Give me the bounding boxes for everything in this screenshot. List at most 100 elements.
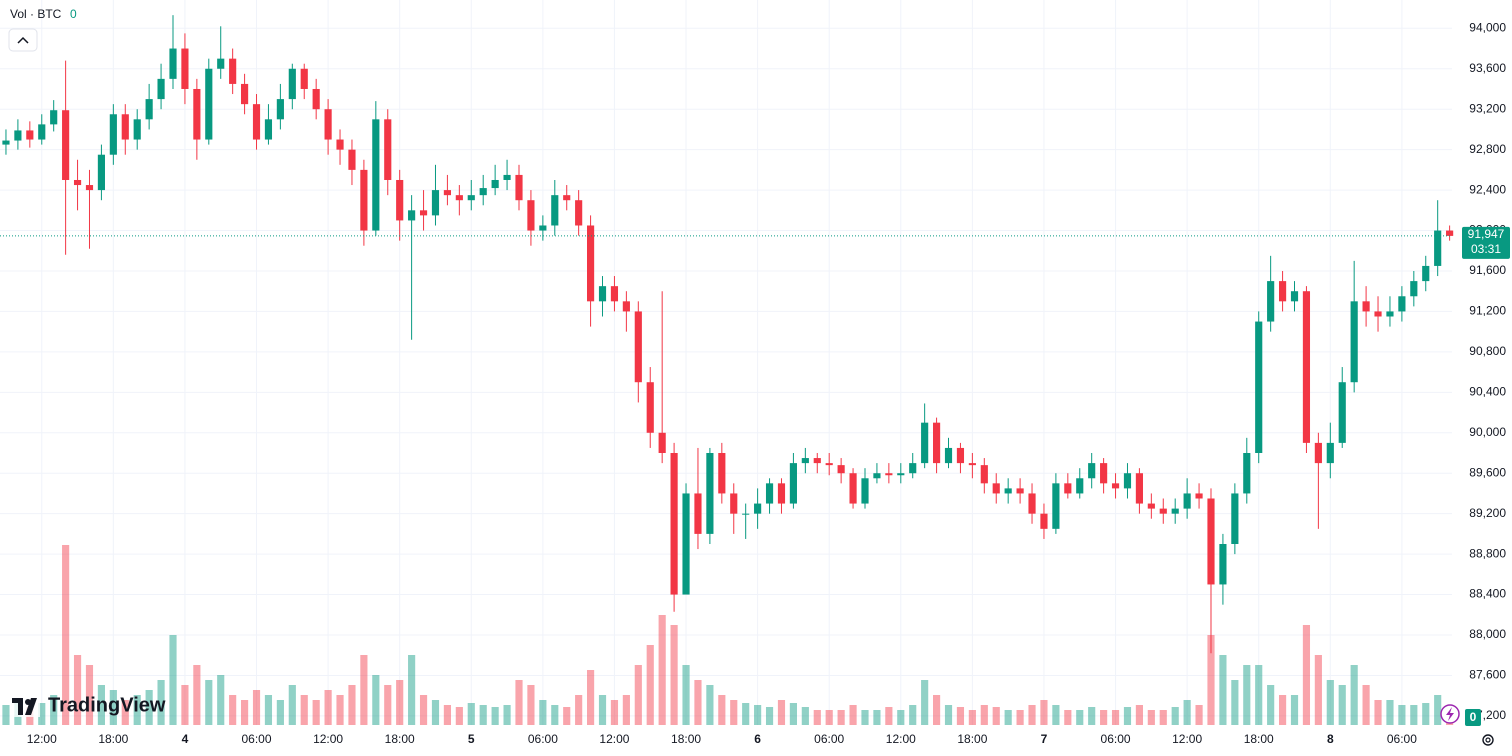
volume-bar <box>1183 700 1191 725</box>
candle-body <box>1076 478 1084 494</box>
candle-body <box>909 463 917 474</box>
volume-bar <box>610 700 619 725</box>
candle-body <box>813 458 821 464</box>
volume-bar <box>1374 700 1382 725</box>
y-tick-label: 90,000 <box>1469 425 1506 439</box>
volume-bar <box>73 655 82 725</box>
candle-body <box>157 78 165 100</box>
x-tick-label: 12:00 <box>599 732 629 746</box>
candle-body <box>1434 230 1442 266</box>
volume-bar <box>384 685 392 725</box>
x-tick-label: 06:00 <box>528 732 558 746</box>
volume-bar <box>730 700 738 725</box>
volume-bar <box>598 695 607 725</box>
candle-body <box>1040 513 1048 529</box>
legend-indicator: Vol · BTC <box>10 7 62 21</box>
volume-bar <box>1302 625 1311 725</box>
volume-bar <box>455 707 463 725</box>
candle-body <box>396 179 404 221</box>
candle-body <box>539 225 547 231</box>
candle-body <box>408 210 416 221</box>
volume-bar <box>1123 707 1132 725</box>
volume-bar <box>1434 695 1442 725</box>
candle-body <box>1123 473 1132 489</box>
settings-button[interactable] <box>1482 734 1494 746</box>
candle-body <box>730 493 738 514</box>
candle-body <box>718 452 726 494</box>
y-tick-label: 92,800 <box>1469 142 1506 156</box>
x-tick-label: 18:00 <box>1244 732 1274 746</box>
volume-bar <box>1171 707 1179 725</box>
volume-bar <box>443 705 451 725</box>
candle-body <box>1231 493 1239 545</box>
volume-bar <box>109 690 117 725</box>
candle-body <box>1159 508 1167 514</box>
volume-bar <box>885 707 893 725</box>
candle-body <box>1243 452 1251 494</box>
volume-bar <box>360 655 368 725</box>
y-tick-label: 87,600 <box>1469 668 1506 682</box>
candle-body <box>789 463 797 504</box>
volume-bar <box>634 665 642 725</box>
volume-bar <box>1243 665 1251 725</box>
candle-body <box>1135 473 1143 504</box>
collapse-button[interactable] <box>8 28 38 52</box>
volume-bar <box>217 675 225 725</box>
y-tick-label: 88,400 <box>1469 587 1506 601</box>
volume-bar <box>1267 685 1275 725</box>
volume-bar <box>980 705 988 725</box>
volume-bar <box>1326 680 1334 725</box>
volume-bar <box>706 685 714 725</box>
candle-body <box>1064 483 1072 494</box>
candle-body <box>1111 483 1120 489</box>
volume-bar <box>1028 705 1036 725</box>
candle-body <box>682 493 690 595</box>
x-tick-label: 06:00 <box>814 732 844 746</box>
volume-bar <box>968 710 976 725</box>
candle-body <box>801 458 809 464</box>
candle-body <box>229 58 237 84</box>
candle-body <box>956 447 965 464</box>
candle-body <box>300 68 308 89</box>
volume-bar <box>1195 705 1203 725</box>
candle-body <box>360 169 368 231</box>
volume-bar <box>372 675 380 725</box>
candle-body <box>348 149 356 170</box>
countdown: 03:31 <box>1471 242 1501 256</box>
candle-body <box>1374 311 1382 317</box>
volume-bar <box>837 710 845 725</box>
candle-body <box>527 200 535 231</box>
volume-bar <box>1016 710 1024 725</box>
x-tick-label: 12:00 <box>313 732 343 746</box>
volume-bar <box>1159 710 1167 725</box>
candle-body <box>1004 488 1012 494</box>
candle-body <box>312 88 320 110</box>
volume-bar <box>1398 705 1406 725</box>
logo: TradingView <box>10 694 166 717</box>
candle-body <box>50 110 58 125</box>
candle-layer <box>2 15 1454 654</box>
candle-body <box>515 174 523 201</box>
candle-body <box>1398 296 1406 312</box>
volume-bar <box>276 700 284 725</box>
candle-body <box>372 119 380 231</box>
volume-bar <box>754 705 762 725</box>
y-tick-label: 90,800 <box>1469 344 1506 358</box>
volume-bar <box>658 615 666 725</box>
candle-body <box>1255 321 1263 453</box>
candle-body <box>181 48 189 89</box>
volume-bar <box>264 695 273 725</box>
candle-body <box>205 68 213 140</box>
volume-bar <box>336 695 344 725</box>
candle-body <box>479 188 487 196</box>
last-price-label: 91,947 <box>1468 227 1505 241</box>
candle-body <box>622 301 630 312</box>
volume-label: 0 <box>1470 710 1477 724</box>
volume-bar <box>181 685 189 725</box>
candle-body <box>1410 281 1418 297</box>
volume-bar <box>849 705 857 725</box>
candle-body <box>419 210 428 216</box>
volume-bar <box>789 703 797 725</box>
